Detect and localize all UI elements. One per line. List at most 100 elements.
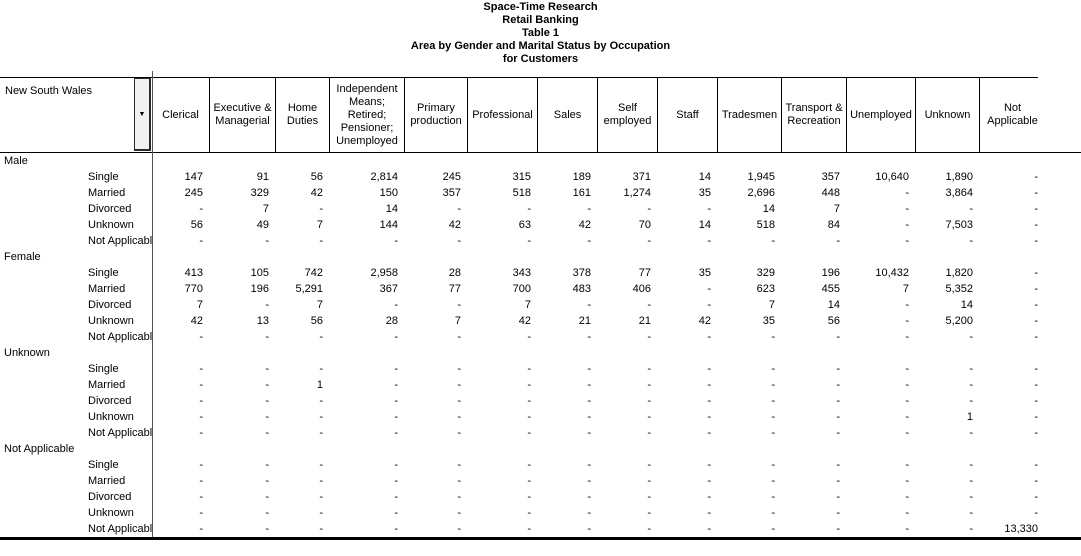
row-label: Divorced <box>88 299 132 311</box>
value-cell: 7 <box>454 315 461 327</box>
value-cell: 21 <box>638 315 651 327</box>
value-cell: - <box>457 379 461 391</box>
value-cell: 42 <box>310 187 323 199</box>
value-cell: - <box>394 507 398 519</box>
value-cell: - <box>771 379 775 391</box>
value-cell: - <box>969 379 973 391</box>
value-cell: - <box>527 395 531 407</box>
value-cell: 378 <box>572 267 591 279</box>
value-cell: - <box>319 411 323 423</box>
value-cell: - <box>1034 171 1038 183</box>
row-label: Unknown <box>88 507 134 519</box>
value-cell: - <box>707 427 711 439</box>
value-cell: 770 <box>184 283 203 295</box>
value-cell: - <box>394 331 398 343</box>
value-cell: - <box>199 411 203 423</box>
value-cell: 1 <box>316 379 323 391</box>
title-line-1: Space-Time Research <box>483 1 598 13</box>
value-cell: 245 <box>442 171 461 183</box>
value-cell: - <box>647 331 651 343</box>
value-cell: - <box>199 235 203 247</box>
header-bottom-rule <box>0 152 1081 153</box>
group-label: Male <box>4 155 28 167</box>
value-cell: - <box>265 363 269 375</box>
value-cell: - <box>771 475 775 487</box>
row-label: Married <box>88 187 126 199</box>
value-cell: - <box>319 395 323 407</box>
value-cell: - <box>1034 299 1038 311</box>
value-cell: - <box>265 475 269 487</box>
value-cell: 91 <box>256 171 269 183</box>
value-cell: - <box>587 475 591 487</box>
value-cell: - <box>457 427 461 439</box>
row-label: Unknown <box>88 315 134 327</box>
value-cell: 56 <box>310 315 323 327</box>
data-row: Single - - - - - - - - - - - - - - <box>0 457 1081 473</box>
column-header: Tradesmen <box>718 78 782 152</box>
value-cell: - <box>647 363 651 375</box>
value-cell: - <box>771 459 775 471</box>
value-cell: - <box>905 507 909 519</box>
value-cell: - <box>771 235 775 247</box>
value-cell: - <box>905 379 909 391</box>
value-cell: - <box>836 331 840 343</box>
value-cell: - <box>457 331 461 343</box>
value-cell: - <box>319 507 323 519</box>
value-cell: - <box>265 523 269 535</box>
group-label: Not Applicable <box>4 443 75 455</box>
data-row: Not Applicable - - - - - - - - - - - - - - <box>0 425 1081 441</box>
value-cell: - <box>969 459 973 471</box>
value-cell: 42 <box>518 315 531 327</box>
value-cell: - <box>1034 203 1038 215</box>
value-cell: - <box>457 491 461 503</box>
value-cell: 1,945 <box>747 171 775 183</box>
data-row: Unknown 42 13 56 28 7 42 21 21 42 35 56 - 5,200 - <box>0 313 1081 329</box>
value-cell: - <box>1034 283 1038 295</box>
value-cell: 56 <box>190 219 203 231</box>
value-cell: 5,352 <box>945 283 973 295</box>
value-cell: 105 <box>250 267 269 279</box>
data-row: Single 413 105 742 2,958 28 343 378 77 35 329 196 10… <box>0 265 1081 281</box>
value-cell: - <box>457 203 461 215</box>
area-dropdown-button[interactable]: ▼ <box>134 78 151 151</box>
value-cell: - <box>707 283 711 295</box>
value-cell: - <box>905 203 909 215</box>
value-cell: - <box>1034 331 1038 343</box>
value-cell: - <box>771 507 775 519</box>
value-cell: - <box>587 411 591 423</box>
value-cell: - <box>905 459 909 471</box>
value-cell: - <box>647 203 651 215</box>
value-cell: - <box>707 203 711 215</box>
value-cell: 371 <box>632 171 651 183</box>
value-cell: - <box>394 363 398 375</box>
area-selector-label: New South Wales <box>5 85 93 97</box>
value-cell: 28 <box>448 267 461 279</box>
column-header: Professional <box>468 78 538 152</box>
value-cell: - <box>905 235 909 247</box>
value-cell: 5,291 <box>295 283 323 295</box>
value-cell: - <box>905 411 909 423</box>
value-cell: - <box>1034 395 1038 407</box>
value-cell: - <box>394 475 398 487</box>
chevron-down-icon: ▼ <box>138 110 146 118</box>
column-header: Unemployed <box>847 78 916 152</box>
value-cell: - <box>771 523 775 535</box>
value-cell: - <box>707 235 711 247</box>
value-cell: - <box>1034 219 1038 231</box>
value-cell: 700 <box>512 283 531 295</box>
value-cell: - <box>647 395 651 407</box>
value-cell: 7 <box>262 203 269 215</box>
column-header: Independent Means; Retired; Pensioner; U… <box>330 78 405 152</box>
value-cell: 42 <box>578 219 591 231</box>
value-cell: 7 <box>316 219 323 231</box>
group-row: Female <box>0 249 1081 265</box>
value-cell: - <box>969 363 973 375</box>
value-cell: - <box>265 507 269 519</box>
value-cell: - <box>905 427 909 439</box>
value-cell: - <box>836 459 840 471</box>
value-cell: - <box>905 395 909 407</box>
value-cell: - <box>394 235 398 247</box>
value-cell: 13,330 <box>1004 523 1038 535</box>
value-cell: 7 <box>768 299 775 311</box>
group-row: Unknown <box>0 345 1081 361</box>
